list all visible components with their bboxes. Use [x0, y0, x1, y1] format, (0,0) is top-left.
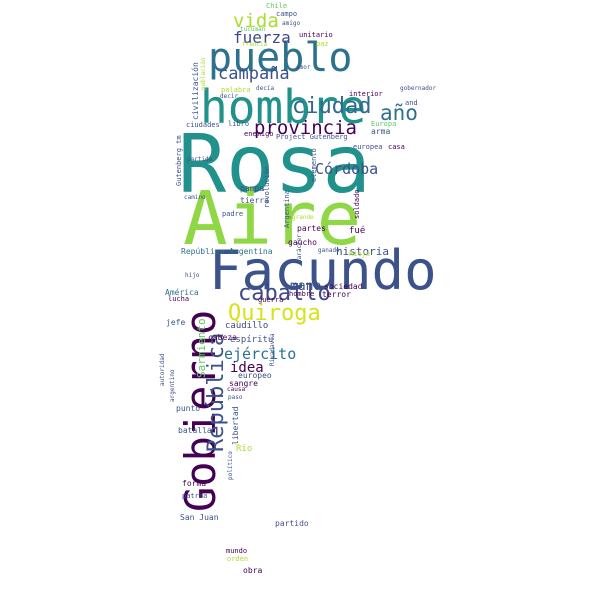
word: partido — [275, 519, 309, 528]
word: forma — [182, 479, 207, 488]
word: tierra — [240, 196, 269, 205]
word: Sarmiento — [195, 318, 208, 378]
word: pampa — [240, 184, 265, 193]
word: arma — [371, 127, 391, 136]
word: gobernador — [400, 85, 437, 92]
word: campo — [276, 10, 298, 18]
word: Chile — [266, 2, 288, 10]
word: gaucho — [288, 238, 317, 247]
word: argentino — [169, 369, 176, 402]
word: político — [227, 451, 234, 480]
word: Project Gutenberg — [276, 133, 348, 141]
word: fuerza — [233, 28, 291, 47]
word: europea — [353, 143, 383, 151]
word: pueblo — [208, 35, 353, 81]
word: enemigo — [244, 130, 274, 138]
word: ciudades — [186, 121, 220, 129]
word: batalla — [178, 426, 212, 435]
word: partida — [187, 156, 213, 163]
word: soldado — [353, 189, 361, 219]
word: Córdoba — [315, 160, 379, 178]
word: revolución — [263, 165, 271, 208]
word: civilización — [191, 62, 200, 120]
word: Rosa — [178, 118, 371, 211]
word: campaña — [218, 64, 290, 84]
word: provincia — [254, 117, 357, 139]
word: padre — [222, 210, 244, 218]
word: América — [165, 288, 199, 297]
word: palabra — [221, 86, 251, 94]
word: espíritu — [230, 335, 274, 345]
word: amor — [296, 64, 311, 71]
word: paso — [228, 394, 243, 401]
word: paz — [316, 40, 329, 48]
word: San Juan — [180, 513, 219, 522]
word: unitario — [299, 31, 333, 39]
word: and — [405, 99, 418, 107]
word: ganado — [318, 247, 340, 254]
word: caudillo — [225, 321, 269, 331]
word: Rioja — [349, 250, 371, 258]
word: población — [200, 57, 207, 90]
word: terror — [322, 290, 351, 299]
word: mundo — [226, 547, 248, 555]
word: europeo — [238, 371, 272, 380]
word: elemento — [310, 148, 318, 182]
word: ciudad — [292, 94, 372, 119]
word: decir — [220, 93, 239, 100]
word: Rio — [236, 444, 253, 454]
word: lucha — [168, 295, 190, 303]
word: mano — [290, 279, 322, 294]
word: caballo — [238, 281, 331, 306]
word: Argentina — [283, 190, 291, 228]
word: sociedad — [324, 282, 363, 291]
word: cabeza — [208, 333, 237, 342]
word: partes — [297, 224, 326, 233]
word: patria — [182, 492, 208, 500]
word: Quiroga — [228, 301, 321, 326]
word: idea — [230, 360, 264, 376]
word: hombre — [289, 290, 315, 298]
word: sangre — [229, 379, 258, 388]
word: fué — [349, 226, 366, 236]
word: carácter — [296, 234, 303, 263]
word: República Argentina — [181, 247, 273, 256]
word: guerra — [258, 296, 284, 304]
word: libro — [228, 120, 250, 128]
word: autoridad — [159, 353, 166, 386]
word: libertad — [231, 406, 240, 445]
word: vida — [233, 10, 279, 32]
word: Europa — [371, 120, 397, 128]
word: francia — [242, 41, 268, 48]
word: amigo — [282, 20, 301, 27]
word: causa — [227, 386, 246, 393]
word: hijo — [185, 272, 200, 279]
word: Gutenberg tm — [175, 135, 183, 186]
word: año — [380, 101, 418, 125]
word: casa — [388, 143, 405, 151]
word: hombre — [200, 80, 367, 134]
word: orden — [227, 555, 249, 563]
word: Aire — [183, 176, 362, 262]
word: obra — [243, 566, 263, 575]
word: Facundo — [209, 239, 437, 302]
word: ejército — [224, 345, 297, 363]
word: Rivadavia — [269, 333, 276, 366]
word: historia — [336, 245, 389, 258]
word: tucuman — [240, 26, 266, 33]
word: punto — [176, 404, 201, 413]
word: jefe — [166, 318, 186, 327]
word: decía — [256, 85, 275, 92]
word: camino — [184, 194, 206, 201]
word: interior — [349, 90, 383, 98]
word: grande — [292, 214, 314, 221]
